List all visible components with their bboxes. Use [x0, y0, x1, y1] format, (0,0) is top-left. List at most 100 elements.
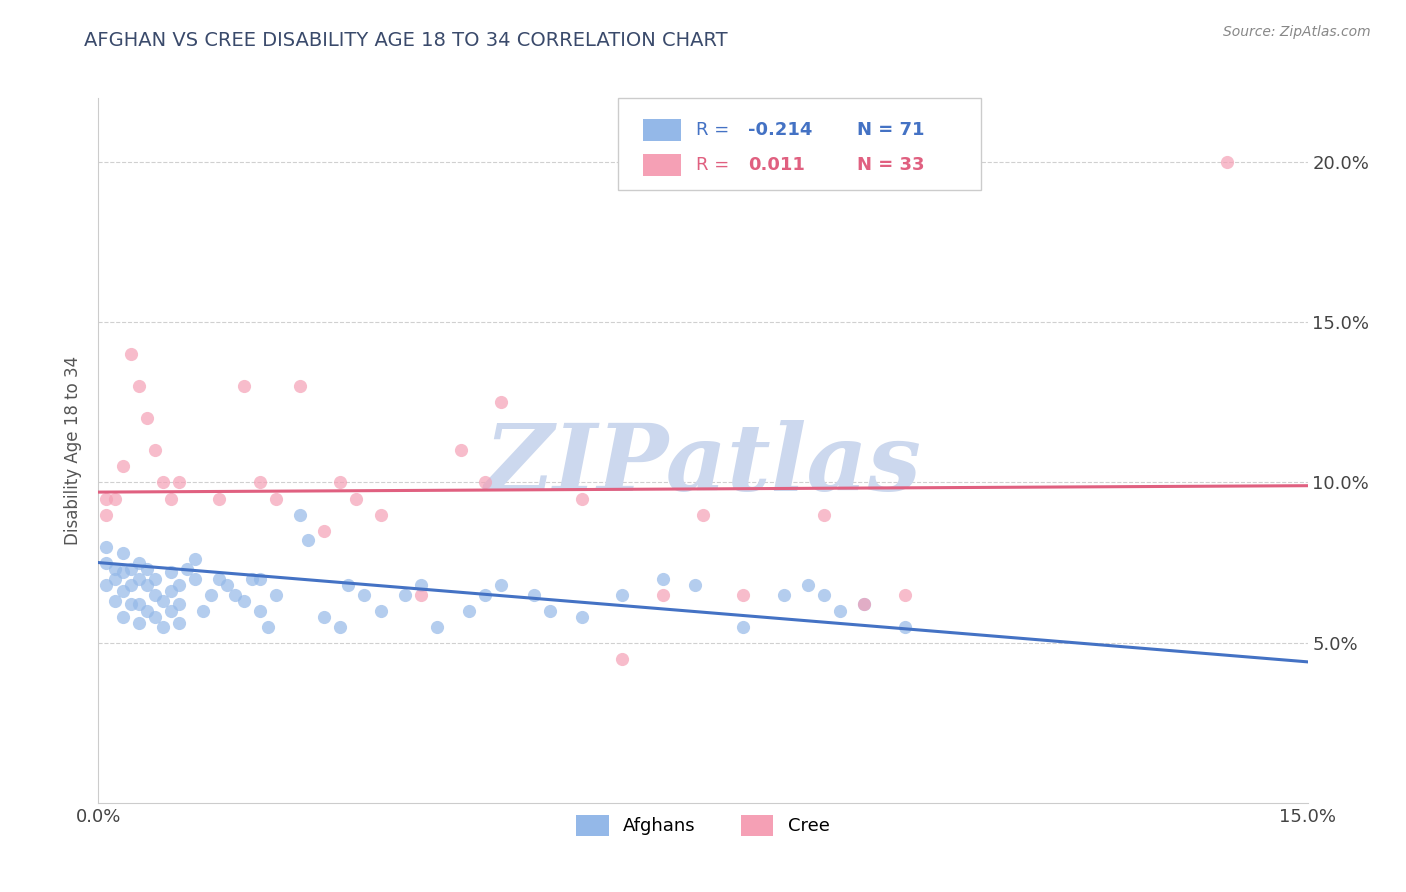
Point: [135, 578, 157, 592]
Point: [288, 379, 311, 393]
Point: [184, 572, 207, 586]
Point: [217, 578, 239, 592]
Point: [329, 619, 352, 633]
Point: [152, 594, 174, 608]
Legend: Afghans, Cree: Afghans, Cree: [569, 808, 837, 843]
Point: [96, 540, 118, 554]
Point: [297, 533, 319, 548]
Point: [135, 604, 157, 618]
Point: [538, 604, 561, 618]
Point: [409, 578, 432, 592]
Point: [651, 572, 673, 586]
Point: [111, 546, 134, 560]
Point: [160, 584, 183, 599]
Point: [772, 588, 794, 602]
Point: [96, 556, 118, 570]
Point: [344, 491, 367, 506]
Point: [450, 443, 472, 458]
Text: 0.011: 0.011: [748, 156, 804, 174]
Text: ZIPatlas: ZIPatlas: [485, 419, 921, 509]
Point: [135, 562, 157, 576]
Point: [128, 379, 150, 393]
Point: [167, 578, 190, 592]
Point: [249, 604, 271, 618]
Point: [426, 619, 449, 633]
Point: [120, 347, 142, 361]
Point: [612, 588, 634, 602]
Point: [120, 562, 142, 576]
Point: [103, 562, 125, 576]
Point: [152, 619, 174, 633]
Point: [893, 588, 915, 602]
Point: [143, 610, 166, 624]
Point: [103, 572, 125, 586]
Point: [128, 616, 150, 631]
Point: [96, 578, 118, 592]
Point: [128, 556, 150, 570]
Point: [314, 524, 336, 538]
Point: [96, 491, 118, 506]
Text: N = 33: N = 33: [856, 156, 924, 174]
Point: [571, 610, 593, 624]
Point: [288, 508, 311, 522]
Point: [128, 572, 150, 586]
Point: [167, 616, 190, 631]
Point: [160, 491, 183, 506]
Point: [193, 604, 215, 618]
Point: [491, 578, 513, 592]
Point: [458, 604, 481, 618]
Point: [612, 651, 634, 665]
Point: [135, 411, 157, 425]
Y-axis label: Disability Age 18 to 34: Disability Age 18 to 34: [65, 356, 83, 545]
Point: [370, 508, 392, 522]
FancyBboxPatch shape: [643, 153, 682, 177]
Point: [167, 597, 190, 611]
Point: [143, 572, 166, 586]
Point: [1216, 155, 1239, 169]
Point: [474, 588, 496, 602]
Point: [232, 379, 254, 393]
Point: [797, 578, 820, 592]
Point: [240, 572, 263, 586]
Point: [111, 565, 134, 579]
Point: [264, 491, 287, 506]
Point: [249, 572, 271, 586]
Point: [176, 562, 198, 576]
FancyBboxPatch shape: [619, 98, 981, 190]
Point: [160, 604, 183, 618]
Point: [184, 552, 207, 566]
Point: [143, 443, 166, 458]
Text: -0.214: -0.214: [748, 120, 813, 139]
Point: [329, 475, 352, 490]
Point: [232, 594, 254, 608]
Point: [813, 588, 835, 602]
Point: [120, 597, 142, 611]
Text: R =: R =: [696, 156, 728, 174]
Point: [409, 588, 432, 602]
Point: [152, 475, 174, 490]
Point: [491, 395, 513, 409]
Point: [692, 508, 714, 522]
Point: [103, 594, 125, 608]
Point: [167, 475, 190, 490]
Point: [96, 508, 118, 522]
Point: [128, 597, 150, 611]
Point: [256, 619, 278, 633]
Point: [224, 588, 246, 602]
Text: AFGHAN VS CREE DISABILITY AGE 18 TO 34 CORRELATION CHART: AFGHAN VS CREE DISABILITY AGE 18 TO 34 C…: [84, 31, 728, 50]
Point: [111, 584, 134, 599]
Point: [828, 604, 851, 618]
Point: [733, 588, 755, 602]
Text: Source: ZipAtlas.com: Source: ZipAtlas.com: [1223, 25, 1371, 39]
Point: [893, 619, 915, 633]
Point: [571, 491, 593, 506]
Point: [353, 588, 375, 602]
FancyBboxPatch shape: [643, 119, 682, 141]
Point: [249, 475, 271, 490]
Point: [200, 588, 222, 602]
Point: [813, 508, 835, 522]
Point: [111, 610, 134, 624]
Point: [394, 588, 416, 602]
Point: [208, 572, 231, 586]
Point: [103, 491, 125, 506]
